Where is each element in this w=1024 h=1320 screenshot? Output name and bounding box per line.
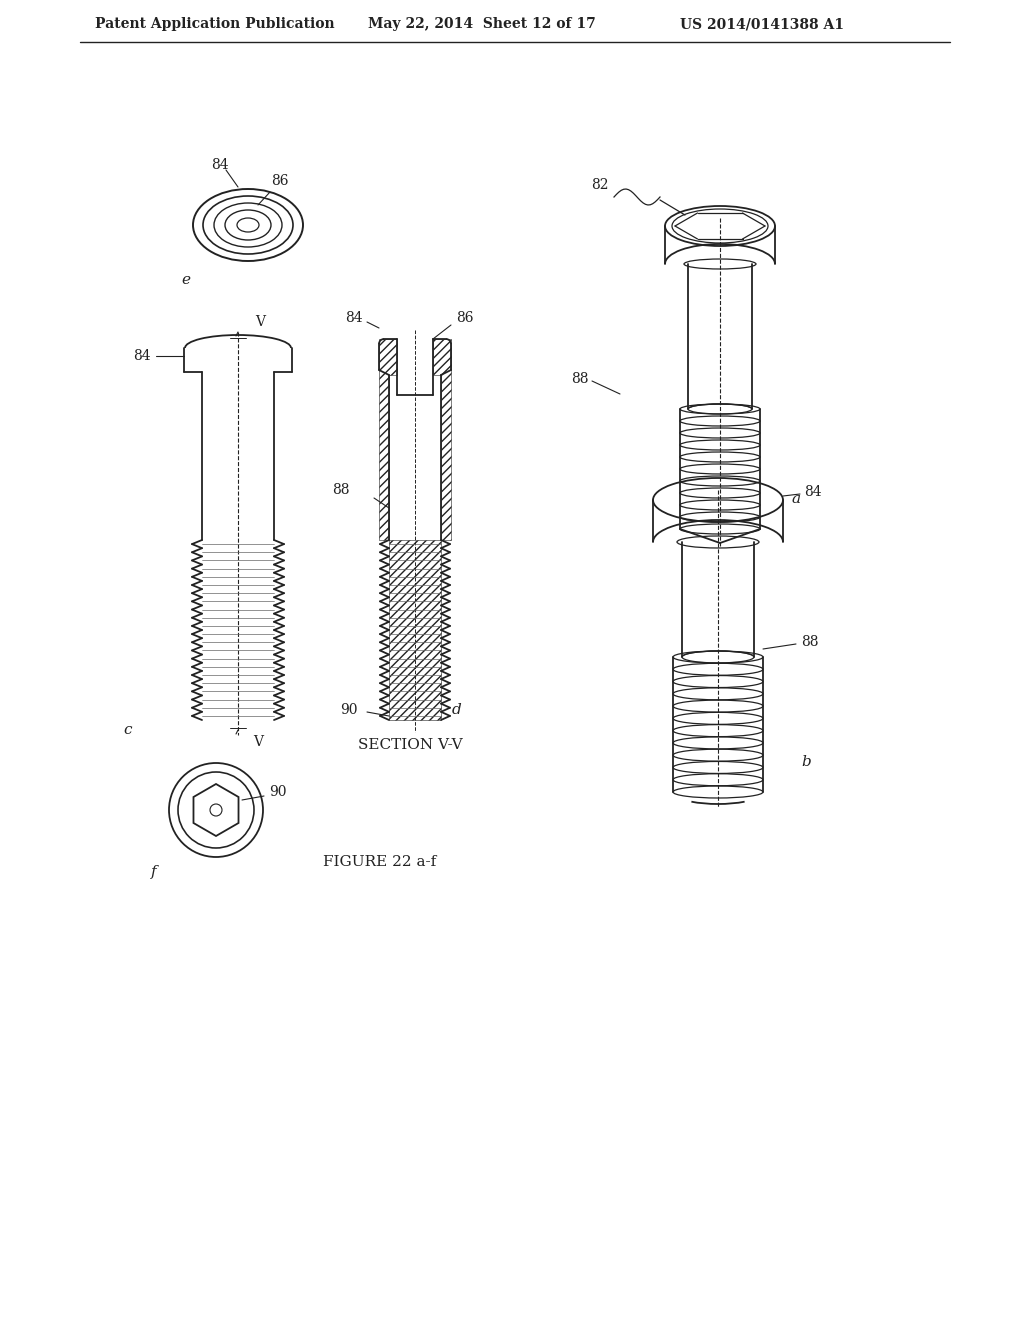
Text: a: a	[792, 492, 801, 506]
Text: 88: 88	[801, 635, 819, 649]
Text: Patent Application Publication: Patent Application Publication	[95, 17, 335, 30]
Text: US 2014/0141388 A1: US 2014/0141388 A1	[680, 17, 844, 30]
Text: 84: 84	[133, 348, 151, 363]
Text: f: f	[152, 865, 157, 879]
Text: 86: 86	[271, 174, 289, 187]
Text: 88: 88	[332, 483, 350, 498]
Text: 84: 84	[211, 158, 228, 172]
Text: V: V	[255, 315, 265, 329]
Text: 82: 82	[591, 178, 608, 191]
Text: b: b	[801, 755, 811, 770]
Text: SECTION V-V: SECTION V-V	[357, 738, 462, 752]
Text: V: V	[253, 735, 263, 748]
Text: c: c	[124, 723, 132, 737]
Text: 90: 90	[340, 704, 357, 717]
Text: 84: 84	[345, 312, 362, 325]
Text: 84: 84	[804, 484, 822, 499]
Text: 90: 90	[269, 785, 287, 799]
Text: d: d	[453, 704, 462, 717]
Text: 86: 86	[457, 312, 474, 325]
Text: FIGURE 22 a-f: FIGURE 22 a-f	[324, 855, 436, 869]
Text: e: e	[181, 273, 190, 286]
Text: 88: 88	[571, 372, 589, 385]
Text: May 22, 2014  Sheet 12 of 17: May 22, 2014 Sheet 12 of 17	[368, 17, 596, 30]
